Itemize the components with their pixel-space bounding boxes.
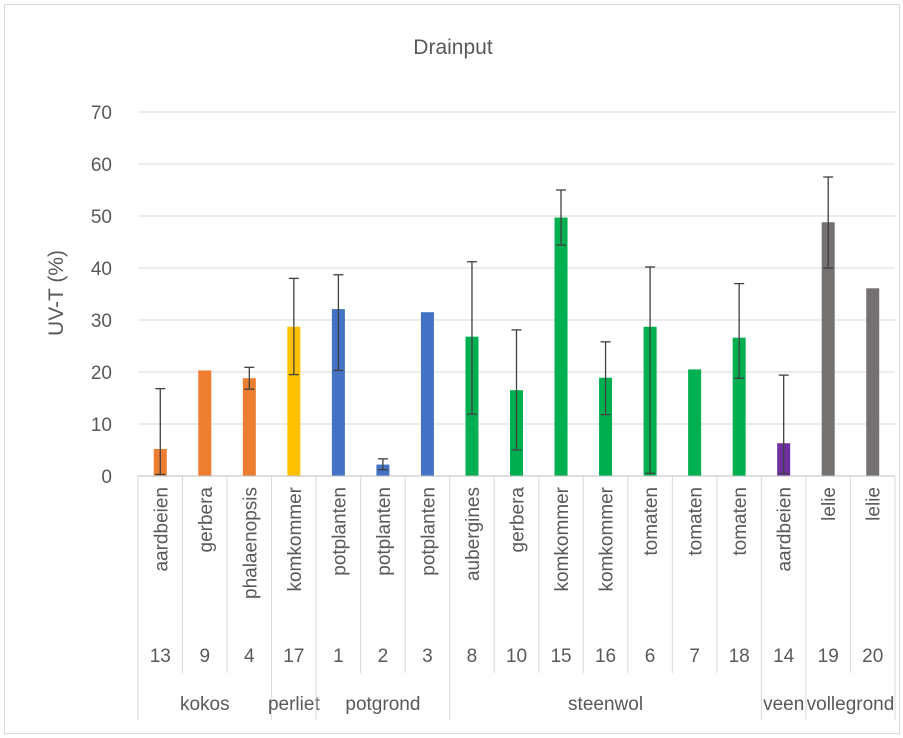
crop-label: potplanten: [329, 487, 350, 576]
crop-label: phalaenopsis: [240, 487, 261, 599]
crop-label: aardbeien: [151, 487, 172, 572]
error-bar: [333, 274, 344, 372]
y-tick-label: 30: [91, 311, 112, 332]
error-bar: [466, 261, 477, 415]
sample-label: 4: [244, 646, 255, 667]
bar: [198, 370, 212, 476]
chart-title: Drainput: [413, 36, 493, 59]
y-tick-label: 50: [91, 207, 112, 228]
sample-label: 16: [595, 646, 616, 667]
bar: [866, 288, 880, 476]
sample-label: 10: [506, 646, 527, 667]
sample-label: 20: [862, 646, 883, 667]
crop-label: komkommer: [597, 486, 618, 591]
error-bar: [734, 282, 745, 379]
crop-label: aardbeien: [775, 487, 796, 572]
bar: [732, 337, 746, 476]
bars: [153, 217, 880, 476]
bar: [688, 369, 702, 476]
y-tick-label: 40: [91, 259, 112, 280]
crop-label: lelie: [864, 487, 885, 521]
y-tick-label: 10: [91, 415, 112, 436]
error-bar: [600, 341, 611, 416]
error-bar: [244, 366, 255, 390]
error-bars: [155, 176, 834, 476]
bar: [287, 326, 301, 476]
error-bar: [556, 189, 567, 246]
y-tick-labels: 0 10 20 30 40 50 60 70: [91, 103, 112, 488]
error-bar: [377, 458, 388, 471]
bar: [242, 378, 256, 476]
error-bar: [511, 329, 522, 451]
sample-label: 15: [550, 646, 571, 667]
bar: [599, 377, 613, 476]
y-tick-label: 70: [91, 103, 112, 124]
sample-label: 2: [378, 646, 389, 667]
sample-label: 3: [422, 646, 433, 667]
sample-label: 1: [333, 646, 344, 667]
crop-label: potplanten: [418, 487, 439, 576]
bar-chart: Drainput UV-T (%) 0 10 20 30 40 50 60 70 aardbe…: [45, 36, 896, 720]
sample-label: 19: [818, 646, 839, 667]
crop-label: lelie: [819, 487, 840, 521]
y-tick-label: 20: [91, 363, 112, 384]
group-label: vollegrond: [807, 694, 895, 715]
group-label: steenwol: [568, 694, 643, 715]
crop-label: tomaten: [730, 487, 751, 556]
crop-label: komkommer: [552, 486, 573, 591]
group-label: veen: [763, 694, 804, 715]
error-bar: [288, 277, 299, 376]
sample-label: 14: [773, 646, 795, 667]
x-category-axis: aardbeien13gerbera9phalaenopsis4komkomme…: [137, 475, 896, 720]
sample-label: 13: [150, 646, 171, 667]
y-axis-label: UV-T (%): [45, 250, 68, 336]
crop-label: gerbera: [508, 487, 529, 553]
crop-label: tomaten: [641, 487, 662, 556]
sample-label: 9: [200, 646, 211, 667]
group-label: kokos: [180, 694, 230, 715]
crop-label: tomaten: [686, 487, 707, 556]
error-bar: [645, 266, 656, 475]
crop-label: komkommer: [285, 486, 306, 591]
bar: [420, 312, 434, 476]
group-label: potgrond: [345, 694, 420, 715]
error-bar: [778, 374, 789, 475]
error-bar: [155, 387, 166, 476]
sample-label: 8: [467, 646, 478, 667]
crop-label: aubergines: [463, 487, 484, 581]
bar: [821, 222, 835, 476]
bar: [554, 217, 568, 476]
crop-label: potplanten: [374, 487, 395, 576]
sample-label: 18: [729, 646, 750, 667]
y-tick-label: 0: [101, 467, 112, 488]
group-label: perliet: [268, 694, 320, 715]
error-bar: [823, 176, 834, 269]
chart-frame: Drainput UV-T (%) 0 10 20 30 40 50 60 70 aardbe…: [4, 4, 900, 734]
y-tick-label: 60: [91, 155, 112, 176]
sample-label: 7: [689, 646, 700, 667]
sample-label: 17: [283, 646, 304, 667]
crop-label: gerbera: [196, 487, 217, 553]
sample-label: 6: [645, 646, 656, 667]
bar: [331, 309, 345, 476]
